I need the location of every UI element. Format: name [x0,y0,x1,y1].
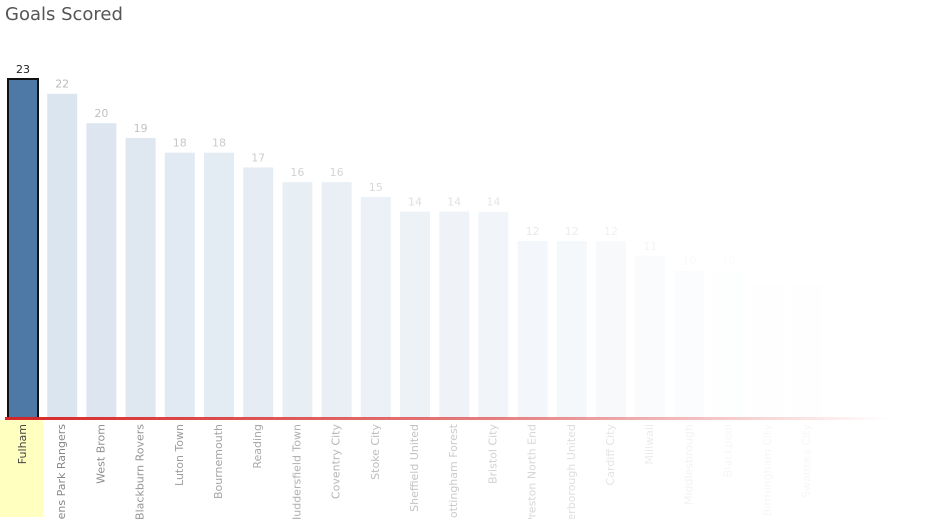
x-tick-label: Reading [251,424,264,469]
bar [400,211,430,418]
bar [204,152,234,418]
bar [360,196,391,418]
bar [7,78,39,419]
bar [439,211,470,418]
baseline [5,417,890,420]
bar [556,241,587,418]
x-tick-label: Cardiff City [604,424,617,486]
value-label: 19 [134,122,148,135]
bar [125,137,156,418]
value-label: 12 [526,225,540,238]
x-tick-label: Huddersfield Town [290,424,303,519]
value-label: 12 [565,225,579,238]
x-tick-label: Queens Park Rangers [55,424,68,519]
bar [517,241,548,418]
value-label: 23 [16,63,30,76]
value-label: 20 [94,107,108,120]
value-label: 10 [722,255,736,268]
value-label: 9 [764,269,771,282]
value-label: 14 [408,196,422,209]
value-label: 16 [330,166,344,179]
x-tick-label: Nottingham Forest [447,423,460,519]
bar [674,270,705,418]
value-label: 11 [643,240,657,253]
bar [753,285,783,418]
value-label: 16 [290,166,304,179]
x-tick-label: Peterborough United [565,424,578,519]
value-label: 9 [804,269,811,282]
bar [321,182,352,418]
bar [243,167,274,418]
chart-title: Goals Scored [5,4,123,25]
value-label: 15 [369,181,383,194]
x-tick-label: Blackburn Rovers [134,424,147,519]
bar [47,93,78,418]
value-label: 18 [212,137,226,150]
x-tick-label: West Brom [94,424,107,484]
value-label: 14 [486,196,500,209]
bar [635,255,666,418]
value-label: 14 [447,196,461,209]
bar [596,241,626,418]
x-tick-label: Birmingham City [761,424,774,517]
value-label: 12 [604,225,618,238]
x-tick-label: Fulham [16,424,29,464]
bar [164,152,195,418]
x-tick-label: Luton Town [173,424,186,486]
value-label: 18 [173,137,187,150]
value-label: 10 [682,255,696,268]
bar [792,285,822,418]
value-label: 22 [55,78,69,91]
bar [713,270,744,418]
x-tick-label: Coventry City [330,424,343,500]
x-tick-label: Sheffield United [408,424,421,512]
highlight-label-box [0,420,43,517]
x-tick-label: Swansea City [800,424,813,498]
x-tick-label: Blackpool [722,424,735,477]
x-tick-label: Bristol City [486,424,499,485]
x-tick-label: Preston North End [526,424,539,519]
x-tick-label: Middlesbrough [682,424,695,505]
x-tick-label: Stoke City [369,424,382,480]
bar [86,123,117,418]
bar [478,211,509,418]
x-tick-label: Millwall [643,424,656,465]
x-tick-label: Bournemouth [212,424,225,499]
bar [282,182,313,418]
value-label: 17 [251,151,265,164]
